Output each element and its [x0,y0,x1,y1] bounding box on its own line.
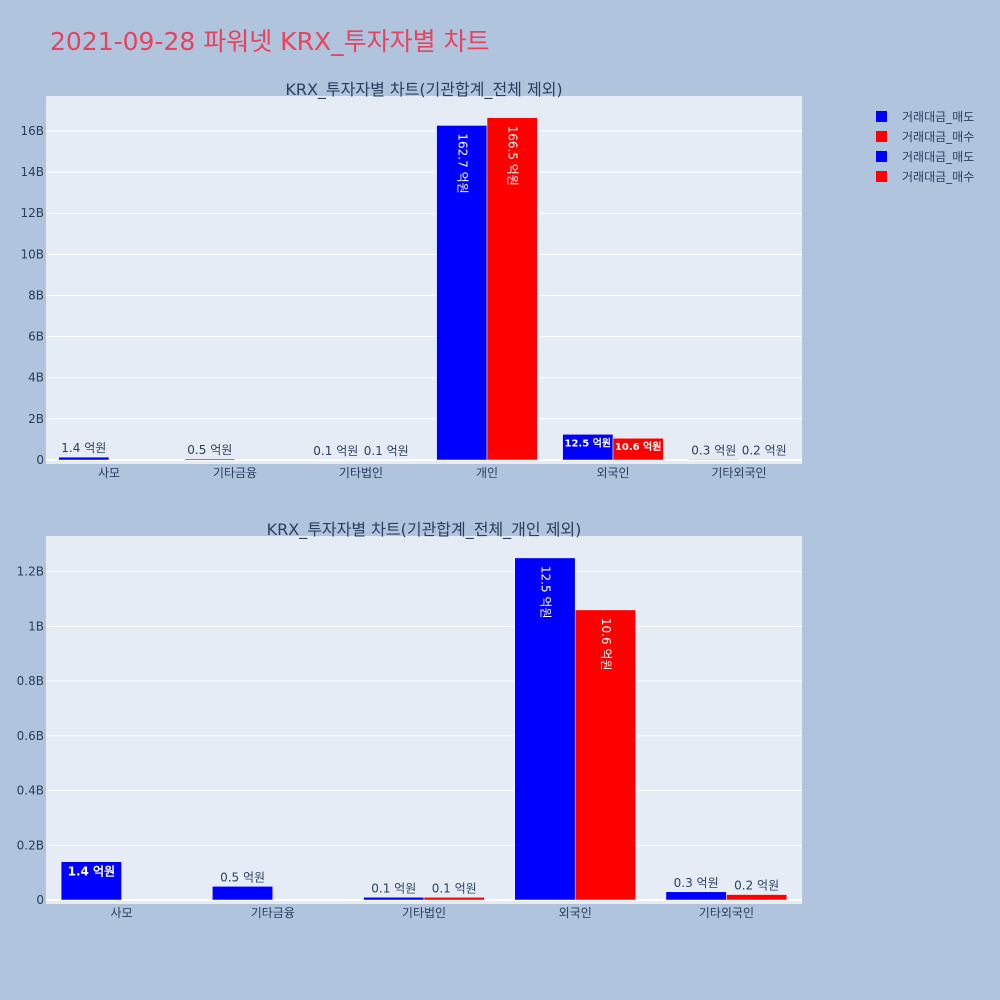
bar-value-label: 12.5 억원 [565,436,612,449]
bar-value-label: 0.3 억원 [691,443,736,457]
y-tick-label: 0 [36,893,44,907]
bar [184,458,236,461]
plot-area [46,96,802,464]
legend-item-sell[interactable]: 거래대금_매도 [876,106,974,126]
bar-value-label: 166.5 억원 [506,126,520,186]
x-tick-label: 사모 [111,906,133,920]
bar-value-label: 0.3 억원 [674,876,719,890]
bar [665,891,727,901]
legend-item-sell[interactable]: 거래대금_매도 [876,146,974,166]
legend-swatch [876,150,887,162]
legend-label: 거래대금_매도 [902,149,975,164]
bar-value-label: 0.1 억원 [371,881,416,895]
y-tick-label: 0 [36,453,44,467]
legend-label: 거래대금_매도 [902,109,975,124]
bar [60,861,122,901]
y-tick-label: 10B [20,247,44,261]
x-tick-label: 외국인 [596,466,629,480]
y-tick-label: 6B [28,330,44,344]
bar [612,437,664,461]
bar [574,609,636,901]
x-tick-label: 기타법인 [402,906,446,920]
x-tick-label: 사모 [98,466,120,480]
bar [562,434,614,461]
x-tick-label: 기타법인 [339,466,383,480]
bar [363,897,425,901]
x-tick-label: 기타외국인 [699,906,754,920]
y-tick-label: 12B [20,206,44,220]
bar-value-label: 0.1 억원 [432,881,477,895]
chart-title: KRX_투자자별 차트(기관합계_전체_개인 제외) [267,520,582,540]
y-tick-label: 0.4B [17,784,44,798]
x-tick-label: 개인 [476,466,498,480]
legend-label: 거래대금_매수 [902,169,975,184]
bar-value-label: 0.2 억원 [742,444,787,458]
chart-title: KRX_투자자별 차트(기관합계_전체 제외) [285,80,562,100]
bar-value-label: 1.4 억원 [68,865,116,879]
x-tick-label: 기타금융 [251,906,295,920]
x-tick-label: 기타외국인 [711,466,766,480]
bar-value-label: 12.5 억원 [538,566,552,619]
bar [212,886,274,901]
bar-value-label: 0.1 억원 [313,444,358,458]
bar [58,456,110,461]
y-tick-label: 0.6B [17,729,44,743]
y-tick-label: 0.2B [17,838,44,852]
bar-value-label: 10.6 억원 [599,618,613,671]
page-title: 2021-09-28 파워넷 KRX_투자자별 차트 [50,27,490,56]
bar-value-label: 0.5 억원 [220,870,265,884]
bar [688,459,740,461]
y-tick-label: 4B [28,371,44,385]
legend-swatch [876,110,887,122]
y-tick-label: 2B [28,412,44,426]
y-tick-label: 1B [28,619,44,633]
y-tick-label: 0.8B [17,674,44,688]
bar [726,894,788,901]
legend-label: 거래대금_매수 [902,129,975,144]
y-tick-label: 8B [28,288,44,302]
x-tick-label: 외국인 [559,906,592,920]
legend-item-buy[interactable]: 거래대금_매수 [876,166,974,186]
legend-swatch [876,170,887,182]
bar-value-label: 0.1 억원 [364,444,409,458]
bar-value-label: 0.5 억원 [187,443,232,457]
bar-value-label: 1.4 억원 [61,441,106,455]
legend-item-buy[interactable]: 거래대금_매수 [876,126,974,146]
plot-area [46,536,802,904]
bar-value-label: 10.6 억원 [615,440,662,453]
legend-swatch [876,130,887,142]
y-tick-label: 1.2B [17,565,44,579]
bar [514,557,576,901]
bar [436,125,488,461]
bar [486,117,538,461]
y-tick-label: 16B [20,124,44,138]
bar-value-label: 0.2 억원 [734,879,779,893]
y-tick-label: 14B [20,165,44,179]
x-tick-label: 기타금융 [213,466,257,480]
bar-value-label: 162.7 억원 [455,133,469,193]
legend: 거래대금_매도 거래대금_매수 거래대금_매도 거래대금_매수 [876,106,974,186]
bar [423,897,485,901]
